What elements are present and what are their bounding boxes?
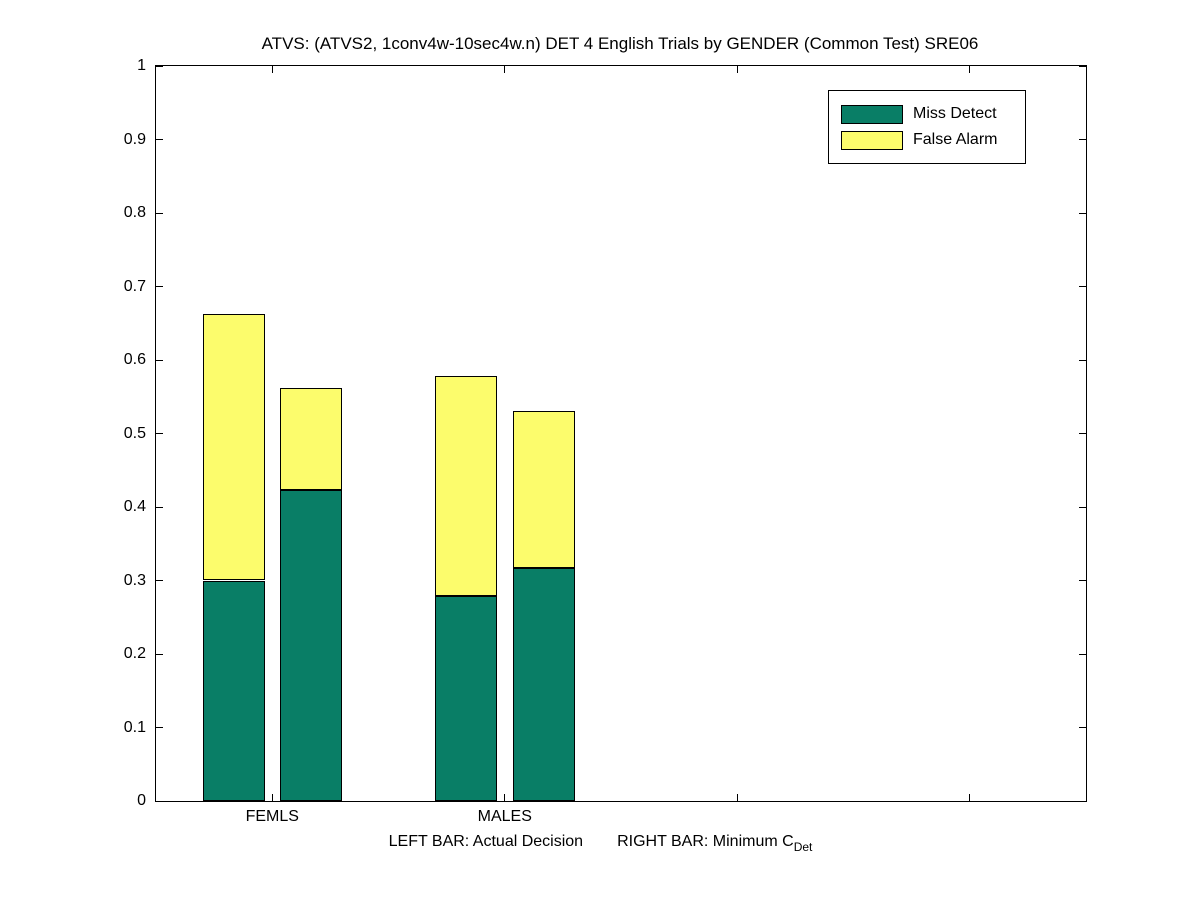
x-axis-tick-mark	[736, 794, 738, 801]
y-axis-tick-label: 0	[137, 792, 146, 809]
y-axis-tick-mark	[1079, 433, 1086, 434]
chart-title: ATVS: (ATVS2, 1conv4w-10sec4w.n) DET 4 E…	[261, 34, 979, 53]
y-axis-tick-mark	[1079, 286, 1086, 287]
bar-segment-miss-detect	[202, 580, 265, 801]
y-axis-tick-mark	[1079, 580, 1086, 581]
bar-segment-false-alarm	[202, 313, 265, 581]
footnote: LEFT BAR: Actual Decision RIGHT BAR: Mini…	[0, 833, 1201, 854]
y-axis-tick-mark	[156, 800, 163, 802]
x-axis-tick-mark	[271, 66, 273, 73]
y-axis-tick-mark	[156, 433, 163, 434]
x-axis-tick-label: MALES	[477, 808, 532, 825]
y-axis-tick-mark	[156, 212, 163, 214]
plot-area: Miss Detect False Alarm 0 0.1 0.2 0.3 0.4 0.5…	[124, 57, 1087, 825]
footnote-right-bar-subscript: Det	[793, 840, 813, 854]
y-axis-tick-label: 0.2	[123, 645, 146, 662]
y-axis-tick-mark	[156, 506, 163, 508]
y-axis-tick-mark	[1079, 653, 1086, 655]
bar-segment-miss-detect	[435, 595, 497, 801]
y-axis-tick-mark	[1079, 359, 1086, 361]
x-axis-tick-mark	[504, 66, 506, 73]
y-axis-tick-label: 1	[137, 57, 146, 74]
y-axis-tick-label: 0.8	[123, 204, 146, 221]
bar-segment-false-alarm	[435, 376, 497, 596]
y-axis-tick-mark	[1079, 506, 1086, 508]
legend-item-false-alarm: False Alarm	[841, 128, 1013, 152]
y-axis-tick-mark	[1079, 727, 1086, 728]
x-axis-tick-mark	[969, 66, 971, 73]
bar-segment-miss-detect	[512, 568, 575, 801]
legend-label-false-alarm: False Alarm	[913, 131, 998, 148]
y-axis-tick-mark	[156, 653, 163, 655]
y-axis-tick-mark	[156, 580, 163, 581]
bar-segment-false-alarm	[280, 387, 342, 491]
x-axis-tick-mark	[736, 66, 738, 73]
footnote-left-bar-text: LEFT BAR: Actual Decision	[388, 833, 584, 850]
y-axis-tick-mark	[156, 359, 163, 361]
legend-label-miss-detect: Miss Detect	[913, 105, 997, 122]
y-axis-tick-label: 0.6	[123, 351, 146, 368]
legend-swatch-miss-detect-icon	[841, 104, 903, 124]
y-axis-tick-mark	[156, 65, 163, 67]
x-axis-tick-mark	[504, 794, 506, 801]
y-axis-tick-mark	[1079, 800, 1086, 802]
y-axis-tick-mark	[1079, 212, 1086, 214]
legend-item-miss-detect: Miss Detect	[841, 102, 1013, 126]
y-axis-tick-label: 0.4	[123, 498, 146, 515]
y-axis-tick-label: 0.7	[123, 277, 146, 295]
y-axis-tick-mark	[156, 286, 163, 287]
y-axis-tick-mark	[1079, 139, 1086, 140]
y-axis-tick-label: 0.5	[123, 424, 146, 442]
bar-segment-false-alarm	[512, 410, 575, 568]
x-axis-tick-mark	[271, 794, 273, 801]
bar-segment-miss-detect	[280, 490, 342, 801]
y-axis-tick-label: 0.9	[123, 130, 146, 148]
y-axis-tick-label: 0.1	[123, 718, 146, 736]
legend: Miss Detect False Alarm	[828, 90, 1026, 164]
y-axis-tick-label: 0.3	[123, 571, 146, 589]
y-axis-tick-mark	[156, 139, 163, 140]
y-axis-tick-mark	[1079, 65, 1086, 67]
y-axis-tick-mark	[156, 727, 163, 728]
legend-swatch-false-alarm-icon	[841, 130, 903, 150]
footnote-right-bar-text: RIGHT BAR: Minimum C	[617, 833, 794, 850]
x-axis-tick-label: FEMLS	[245, 808, 299, 825]
x-axis-tick-mark	[969, 794, 971, 801]
